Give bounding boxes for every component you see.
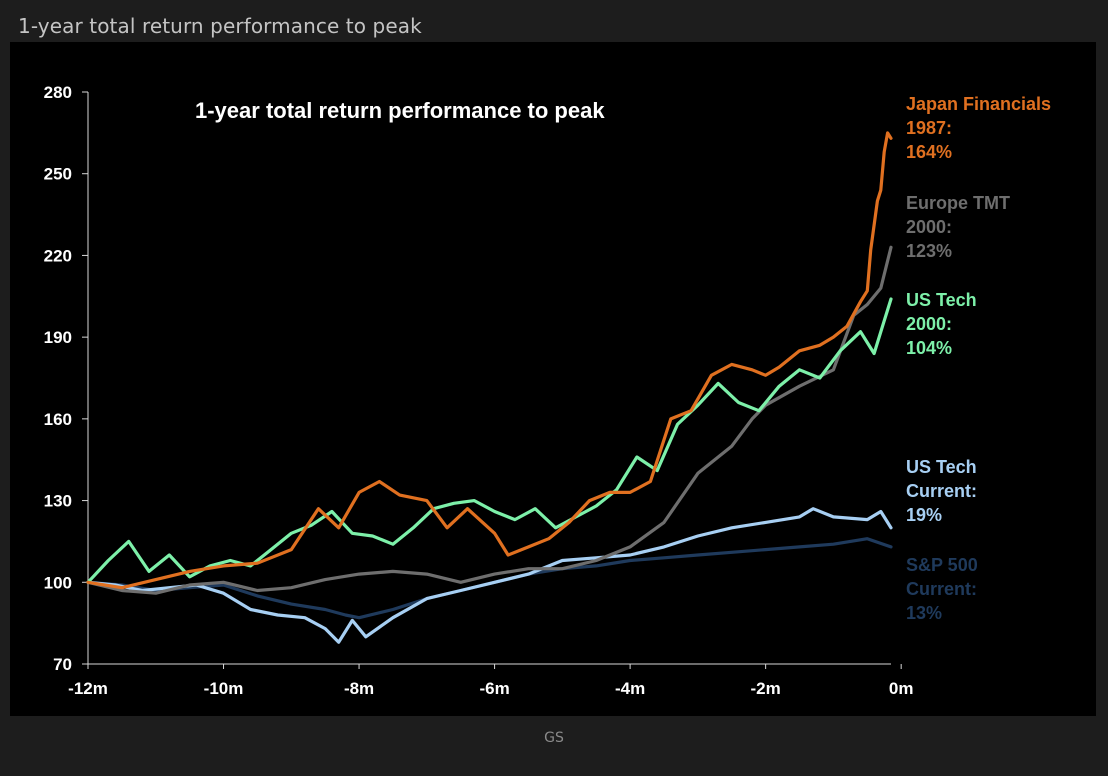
y-tick-label: 70 [53,655,72,674]
page-title: 1-year total return performance to peak [18,14,422,38]
series-label-us_tech_current: Current: [906,481,977,501]
chart-title: 1-year total return performance to peak [195,98,605,123]
x-tick-label: -8m [344,679,374,698]
y-tick-label: 100 [44,573,72,592]
axes [87,92,891,665]
x-tick-label: -2m [751,679,781,698]
chart-panel: 70 100 130 160 190 220 250 280 -12m -10m -8m -6m -4… [10,42,1096,716]
x-tick-label: 0m [889,679,914,698]
series-label-us_tech_current: US Tech [906,457,977,477]
series-label-sp500: S&P 500 [906,555,978,575]
y-tick-label: 130 [44,492,72,511]
series-label-europe_tmt_2000: Europe TMT [906,193,1010,213]
series-label-us_tech_current: 19% [906,505,942,525]
series-label-japan_financials_1987: 1987: [906,118,952,138]
series-label-europe_tmt_2000: 123% [906,241,952,261]
series-label-us_tech_2000: 2000: [906,314,952,334]
x-ticks: -12m -10m -8m -6m -4m -2m 0m [68,664,913,698]
series-label-europe_tmt_2000: 2000: [906,217,952,237]
series-line-europe_tmt_2000 [86,245,893,595]
y-tick-label: 250 [44,165,72,184]
series-lines [86,131,893,644]
source-caption: GS [544,730,564,746]
series-line-sp500 [86,537,893,620]
x-tick-label: -10m [204,679,244,698]
series-label-sp500: 13% [906,603,942,623]
y-tick-label: 220 [44,246,72,265]
series-label-us_tech_2000: US Tech [906,290,977,310]
series-line-japan_financials_1987 [86,131,893,590]
x-tick-label: -4m [615,679,645,698]
x-tick-label: -6m [479,679,509,698]
y-tick-label: 190 [44,328,72,347]
series-label-us_tech_2000: 104% [906,338,952,358]
series-label-japan_financials_1987: Japan Financials [906,94,1051,114]
series-label-sp500: Current: [906,579,977,599]
y-tick-label: 160 [44,410,72,429]
series-line-us_tech_2000 [86,297,893,584]
series-line-us_tech_current [86,507,893,644]
line-chart: 70 100 130 160 190 220 250 280 -12m -10m -8m -6m -4… [44,83,1051,698]
y-ticks: 70 100 130 160 190 220 250 280 [44,83,88,674]
x-tick-label: -12m [68,679,108,698]
series-labels: S&P 500 Current: 13% US Tech Current: 19% Euro… [906,94,1051,623]
y-tick-label: 280 [44,83,72,102]
series-label-japan_financials_1987: 164% [906,142,952,162]
